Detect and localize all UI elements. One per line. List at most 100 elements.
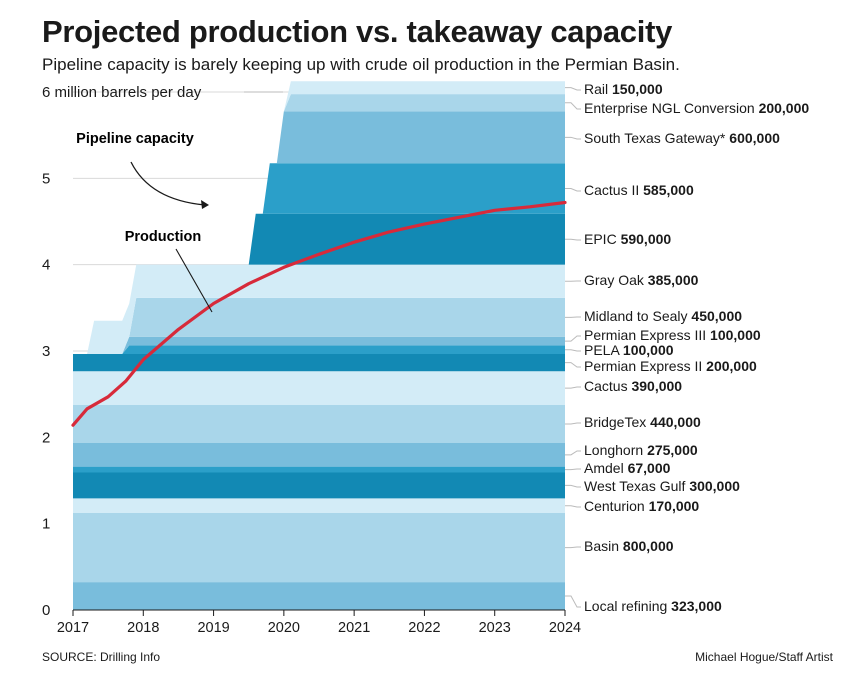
pipeline-label: Centurion 170,000 (584, 498, 699, 514)
y-tick-label: 0 (42, 602, 50, 619)
pipeline-label: Permian Express III 100,000 (584, 327, 761, 343)
pipeline-name: West Texas Gulf (584, 478, 689, 494)
chart-title: Projected production vs. takeaway capaci… (42, 14, 673, 49)
pipeline-capacity-value: 440,000 (650, 414, 701, 430)
leader-line (565, 102, 581, 110)
x-tick-label: 2019 (197, 620, 229, 636)
pipeline-label: South Texas Gateway* 600,000 (584, 130, 780, 146)
pipeline-capacity-value: 275,000 (647, 442, 698, 458)
production-line (71, 200, 567, 427)
pipeline-label: Rail 150,000 (584, 81, 663, 97)
leader-line (565, 386, 581, 389)
pipeline-name: Basin (584, 538, 623, 554)
x-tick-label: 2018 (127, 620, 159, 636)
area-basin (73, 513, 565, 583)
pipeline-capacity-value: 385,000 (648, 272, 699, 288)
pipeline-name: Centurion (584, 498, 649, 514)
pipeline-capacity-value: 800,000 (623, 538, 674, 554)
pipeline-name: Midland to Sealy (584, 308, 691, 324)
area-pela (73, 345, 565, 355)
annotation-pipeline-capacity: Pipeline capacity (76, 131, 194, 147)
chart-subtitle: Pipeline capacity is barely keeping up w… (42, 55, 680, 74)
y-tick-label: 6 million barrels per day (42, 84, 202, 101)
artist-credit: Michael Hogue/Staff Artist (695, 650, 833, 664)
pipeline-capacity-value: 300,000 (689, 478, 740, 494)
pipeline-capacity-value: 200,000 (759, 100, 810, 116)
capacity-areas (73, 81, 565, 610)
pipeline-name: PELA (584, 342, 623, 358)
area-amdel (73, 466, 565, 473)
x-tick-label: 2023 (479, 620, 511, 636)
area-epic (73, 213, 565, 355)
pipeline-name: Permian Express II (584, 358, 706, 374)
pipeline-name: Local refining (584, 598, 671, 614)
area-cactus-ii (73, 163, 565, 355)
pipeline-label: Permian Express II 200,000 (584, 358, 757, 374)
leader-line (565, 136, 581, 140)
pipeline-label: Midland to Sealy 450,000 (584, 308, 742, 324)
pipeline-name: Cactus II (584, 182, 643, 198)
leader-line (565, 450, 581, 456)
pipeline-label: Cactus 390,000 (584, 378, 682, 394)
pipeline-labels: Local refining 323,000 Basin 800,000 Centu… (584, 81, 809, 614)
area-longhorn (73, 442, 565, 467)
y-tick-label: 4 (42, 257, 50, 274)
area-centurion (73, 498, 565, 514)
pipeline-label: PELA 100,000 (584, 342, 674, 358)
leader-line (565, 238, 581, 241)
pipeline-label: Enterprise NGL Conversion 200,000 (584, 100, 809, 116)
pipeline-name: Rail (584, 81, 612, 97)
leader-line (565, 484, 581, 488)
leader-line (565, 595, 581, 608)
x-tick-label: 2024 (549, 620, 581, 636)
y-tick-label: 2 (42, 429, 50, 446)
leader-line (565, 422, 581, 425)
x-tick-label: 2022 (408, 620, 440, 636)
pipeline-label: Local refining 323,000 (584, 598, 722, 614)
pipeline-capacity-value: 170,000 (649, 498, 700, 514)
x-tick-label: 2021 (338, 620, 370, 636)
pipeline-name: Cactus (584, 378, 631, 394)
area-west-texas-gulf (73, 472, 565, 499)
pipeline-capacity-value: 100,000 (710, 327, 761, 343)
pipeline-label: Gray Oak 385,000 (584, 272, 699, 288)
x-tick-label: 2017 (57, 620, 89, 636)
pipeline-capacity-value: 323,000 (671, 598, 722, 614)
y-tick-label: 3 (42, 343, 50, 360)
pipeline-name: Longhorn (584, 442, 647, 458)
leader-line (565, 187, 581, 192)
leader-line (565, 349, 581, 352)
pipeline-name: Enterprise NGL Conversion (584, 100, 759, 116)
pipeline-capacity-value: 585,000 (643, 182, 694, 198)
pipeline-name: Permian Express III (584, 327, 710, 343)
area-gray-oak (73, 264, 565, 355)
y-tick-label: 1 (42, 516, 50, 533)
x-axis: 2017 2018 2019 2020 2021 2022 2023 2024 (57, 609, 581, 636)
leader-line (565, 468, 581, 471)
label-leaders (565, 87, 581, 608)
pipeline-label: West Texas Gulf 300,000 (584, 478, 740, 494)
pipeline-capacity-value: 390,000 (631, 378, 682, 394)
area-local-refining (73, 582, 565, 610)
arrowhead-icon (201, 200, 209, 209)
area-permian-express-iii (73, 336, 565, 355)
area-bridgetex (73, 404, 565, 443)
leader-line (565, 87, 581, 91)
area-midland-to-sealy (73, 297, 565, 355)
annotation-production-leader (175, 248, 213, 313)
area-south-texas-gateway (73, 111, 565, 355)
pipeline-name: Gray Oak (584, 272, 648, 288)
x-tick-label: 2020 (268, 620, 300, 636)
area-permian-express-ii (73, 354, 565, 372)
pipeline-capacity-value: 100,000 (623, 342, 674, 358)
y-tick-label: 5 (42, 170, 50, 187)
pipeline-name: EPIC (584, 231, 621, 247)
pipeline-label: Basin 800,000 (584, 538, 674, 554)
y-axis: 6 million barrels per day 5 4 3 2 1 0 (42, 84, 283, 619)
area-cactus (73, 371, 565, 405)
pipeline-capacity-value: 200,000 (706, 358, 757, 374)
leader-line (565, 505, 581, 508)
pipeline-label: Amdel 67,000 (584, 460, 671, 476)
pipeline-label: EPIC 590,000 (584, 231, 671, 247)
